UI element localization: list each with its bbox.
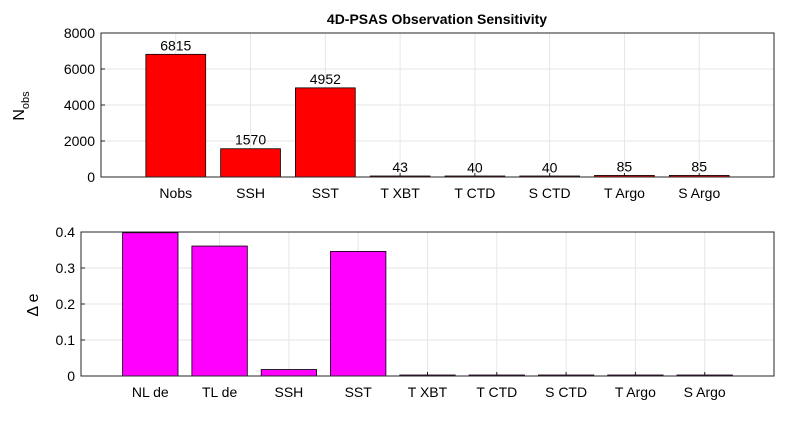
top-x-tick-label: S CTD — [529, 185, 571, 201]
bottom-y-tick-label: 0.2 — [56, 296, 76, 312]
bottom-x-tick-label: TL de — [202, 384, 237, 400]
bottom-x-tick-label: NL de — [132, 384, 169, 400]
top-x-tick-label: T Argo — [604, 185, 645, 201]
top-bar-value-label: 43 — [392, 159, 408, 175]
top-x-tick-label: T CTD — [454, 185, 495, 201]
top-y-axis-label-main: N — [11, 109, 28, 121]
bottom-bar-chart: 0 0.1 0.2 0.3 0.4 NL de TL de SSH SST T XBT T CTD S… — [56, 224, 775, 400]
chart-title: 4D-PSAS Observation Sensitivity — [327, 11, 547, 27]
bottom-y-axis-label: Δ e — [25, 293, 42, 316]
bottom-bar — [122, 232, 179, 377]
top-y-axis-label-subscript: obs — [20, 91, 32, 109]
top-x-tick-label: SSH — [236, 185, 265, 201]
bottom-bar — [191, 245, 248, 377]
bottom-x-tick-label: T CTD — [476, 384, 517, 400]
top-axes-frame — [100, 32, 775, 178]
bottom-x-tick-label: SST — [345, 384, 373, 400]
top-y-tick-label: 8000 — [64, 25, 95, 41]
top-y-tick-label: 0 — [87, 169, 95, 185]
top-bar-value-label: 4952 — [310, 71, 341, 87]
bottom-bar — [260, 369, 318, 377]
top-bar — [295, 87, 356, 178]
top-y-tick-label: 6000 — [64, 61, 95, 77]
top-x-tick-label: T XBT — [380, 185, 420, 201]
bottom-y-tick-label: 0 — [67, 368, 75, 384]
top-bar-value-label: 85 — [691, 158, 707, 174]
top-bar-value-label: 6815 — [160, 37, 191, 53]
bottom-x-tick-label: T Argo — [615, 384, 656, 400]
bottom-axes-frame — [80, 231, 775, 377]
top-bar-value-label: 40 — [542, 159, 558, 175]
top-y-tick-label: 2000 — [64, 133, 95, 149]
top-x-tick-label: SST — [312, 185, 340, 201]
bottom-bar — [330, 251, 387, 377]
top-y-tick-label: 4000 — [64, 97, 95, 113]
top-bar-value-label: 85 — [617, 158, 633, 174]
bottom-x-tick-label: SSH — [275, 384, 304, 400]
top-bar — [220, 148, 281, 178]
top-bar-value-label: 40 — [467, 159, 483, 175]
top-bar-value-label: 1570 — [235, 132, 266, 148]
top-y-axis-label: Nobs — [11, 91, 32, 121]
top-x-tick-label: Nobs — [159, 185, 192, 201]
bottom-x-tick-label: T XBT — [408, 384, 448, 400]
top-x-tick-label: S Argo — [678, 185, 720, 201]
bottom-y-tick-label: 0.3 — [56, 260, 76, 276]
top-bar-chart: 0 2000 4000 6000 8000 Nobs SSH SST T XBT T CTD S C… — [64, 25, 775, 201]
bottom-y-tick-label: 0.1 — [56, 332, 76, 348]
bottom-x-tick-label: S Argo — [684, 384, 726, 400]
bottom-y-tick-label: 0.4 — [56, 224, 76, 240]
bottom-x-tick-label: S CTD — [545, 384, 587, 400]
top-bar — [145, 53, 207, 178]
